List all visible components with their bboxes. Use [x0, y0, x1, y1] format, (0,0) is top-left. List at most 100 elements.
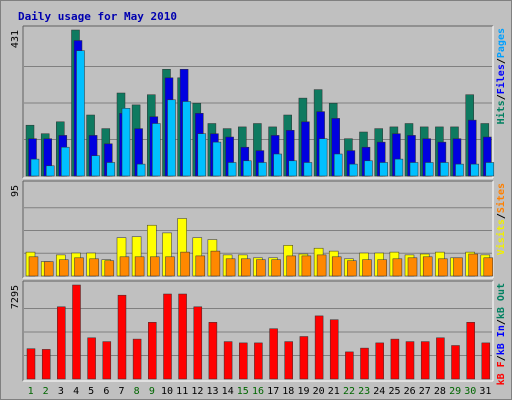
bar-sites-day-23	[362, 259, 372, 277]
bar-pages-day-27	[424, 162, 434, 177]
day-label-26: 26	[404, 386, 416, 397]
bar-pages-day-5	[91, 155, 100, 177]
bar-pages-day-6	[106, 162, 116, 177]
day-label-8: 8	[134, 386, 140, 397]
day-label-25: 25	[388, 386, 400, 397]
bar-sites-day-24	[377, 259, 387, 277]
bar-sites-day-4	[74, 257, 84, 277]
panel-requests: 431	[10, 25, 495, 179]
bar-pages-day-21	[333, 153, 343, 177]
ymax-label-requests: 431	[10, 30, 21, 48]
bar-pages-day-16	[258, 162, 267, 177]
bar-sites-day-7	[119, 256, 130, 277]
bar-pages-day-29	[455, 163, 464, 177]
day-label-4: 4	[73, 386, 79, 397]
legend-item: Files	[495, 64, 507, 94]
bar-sites-day-18	[286, 255, 296, 277]
legend-item: Hits	[495, 100, 507, 124]
bar-sites-day-21	[331, 256, 342, 277]
bar-sites-day-13	[210, 250, 221, 277]
bar-pages-day-26	[409, 162, 419, 177]
bar-pages-day-17	[273, 153, 282, 177]
day-label-11: 11	[176, 386, 188, 397]
bar-pages-day-8	[136, 163, 146, 177]
bar-kb-f-day-27	[420, 341, 430, 380]
bar-kb-f-day-15	[239, 342, 248, 380]
bar-pages-day-15	[243, 160, 252, 177]
day-label-12: 12	[191, 386, 203, 397]
bar-kb-f-day-25	[390, 338, 400, 380]
legend-item: /	[496, 213, 507, 219]
bar-kb-f-day-11	[178, 293, 187, 380]
day-label-6: 6	[103, 386, 109, 397]
day-label-7: 7	[118, 386, 124, 397]
bar-sites-day-22	[347, 260, 357, 277]
bar-pages-day-3	[61, 146, 70, 177]
bar-sites-day-10	[165, 256, 175, 277]
day-label-3: 3	[58, 386, 64, 397]
bar-pages-day-30	[470, 163, 479, 177]
legend-item: /	[496, 58, 507, 64]
bar-pages-day-20	[318, 138, 328, 177]
day-label-20: 20	[313, 386, 325, 397]
bar-sites-day-20	[316, 254, 327, 277]
legend-item: kB In	[496, 325, 507, 355]
bar-sites-day-12	[195, 255, 206, 277]
legend-item: Pages	[496, 28, 507, 58]
bar-kb-f-day-13	[208, 322, 218, 380]
bar-kb-f-day-1	[26, 348, 36, 380]
bar-pages-day-18	[288, 160, 297, 177]
bar-kb-f-day-10	[163, 293, 172, 380]
bar-sites-day-31	[483, 257, 494, 277]
bar-sites-day-25	[392, 258, 403, 277]
day-label-24: 24	[373, 386, 385, 397]
bar-sites-day-3	[59, 259, 69, 277]
bar-kb-f-day-18	[284, 341, 293, 380]
bar-kb-f-day-28	[436, 337, 445, 380]
bar-pages-day-10	[167, 99, 176, 177]
bar-kb-f-day-29	[451, 345, 460, 380]
bar-kb-f-day-26	[405, 341, 415, 380]
bar-pages-day-12	[197, 133, 207, 177]
legend-volume: kB F/kB In/kB Out	[496, 283, 507, 385]
bar-pages-day-1	[30, 158, 40, 177]
bar-kb-f-day-3	[57, 306, 66, 380]
bar-sites-day-30	[468, 253, 478, 277]
day-label-14: 14	[222, 386, 234, 397]
day-label-13: 13	[206, 386, 218, 397]
legend-item: Visits	[495, 219, 507, 255]
legend-item: Sites	[495, 183, 507, 213]
bar-kb-f-day-2	[41, 349, 51, 380]
bar-sites-day-26	[407, 257, 418, 277]
legend-item: /	[496, 355, 507, 361]
legend-item: /	[496, 94, 507, 100]
bar-sites-day-9	[150, 256, 160, 277]
bar-pages-day-24	[379, 162, 388, 177]
bar-sites-day-14	[225, 258, 236, 277]
bar-sites-day-8	[134, 256, 145, 277]
bar-kb-f-day-16	[254, 342, 263, 380]
bar-pages-day-14	[227, 162, 237, 177]
legend-requests: Hits/Files/Pages	[495, 28, 507, 124]
bar-kb-f-day-8	[132, 338, 142, 380]
bar-kb-f-day-7	[117, 294, 127, 380]
bar-sites-day-17	[271, 259, 281, 277]
bar-sites-day-2	[43, 261, 54, 277]
legend-item: kB F	[496, 361, 507, 385]
day-label-21: 21	[328, 386, 340, 397]
bar-kb-f-day-30	[466, 322, 475, 380]
legend-item: kB Out	[496, 283, 507, 319]
bar-kb-f-day-17	[269, 328, 278, 380]
day-label-10: 10	[161, 386, 173, 397]
day-label-1: 1	[28, 386, 34, 397]
bar-sites-day-6	[104, 260, 115, 277]
bar-sites-day-28	[438, 258, 448, 277]
bar-sites-day-27	[422, 256, 433, 277]
day-label-30: 30	[464, 386, 476, 397]
legend-item: /	[496, 319, 507, 325]
legend-visits: Visits/Sites	[495, 183, 507, 255]
bar-kb-f-day-6	[102, 341, 112, 380]
bar-kb-f-day-20	[314, 315, 324, 380]
